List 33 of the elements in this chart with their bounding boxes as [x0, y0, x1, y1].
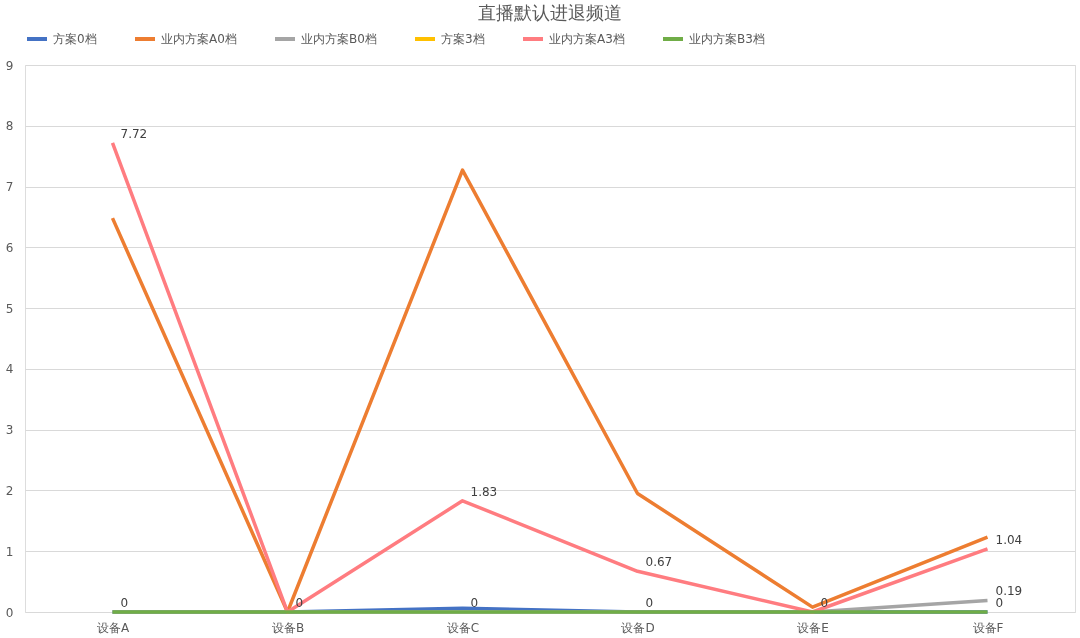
- data-label: 7.72: [120, 126, 148, 141]
- y-tick-label: 1: [5, 544, 14, 559]
- x-tick-label: 设备D: [621, 620, 655, 635]
- data-label: 0: [645, 596, 654, 610]
- y-tick-label: 7: [5, 180, 14, 195]
- y-tick-label: 0: [5, 605, 14, 620]
- y-tick-label: 6: [5, 240, 14, 255]
- y-tick-label: 4: [5, 362, 14, 377]
- y-tick-label: 2: [5, 483, 14, 498]
- y-tick-label: 9: [5, 58, 14, 73]
- legend-label: 业内方案B0档: [301, 32, 377, 46]
- x-tick-label: 设备A: [96, 620, 130, 635]
- x-tick-label: 设备C: [446, 620, 480, 635]
- data-label: 0.19: [995, 584, 1023, 599]
- legend-label: 方案3档: [441, 32, 485, 46]
- legend-label: 业内方案A0档: [161, 32, 237, 46]
- y-tick-label: 5: [5, 301, 14, 316]
- legend-label: 方案0档: [53, 32, 97, 46]
- data-label: 0: [295, 596, 304, 610]
- legend-label: 业内方案A3档: [549, 32, 625, 46]
- chart-title: 直播默认进退频道: [478, 2, 622, 23]
- data-label: 0: [470, 596, 479, 610]
- legend-label: 业内方案B3档: [689, 32, 765, 46]
- x-tick-label: 设备E: [797, 620, 829, 635]
- data-label: 0: [120, 596, 129, 610]
- x-tick-label: 设备B: [271, 620, 305, 635]
- y-tick-label: 3: [5, 423, 14, 438]
- data-label: 1.83: [470, 484, 498, 499]
- data-label: 0.67: [645, 555, 673, 570]
- data-label: 0: [995, 596, 1004, 610]
- y-tick-label: 8: [5, 119, 14, 134]
- data-label: 1.04: [995, 532, 1023, 547]
- x-tick-label: 设备F: [972, 620, 1004, 635]
